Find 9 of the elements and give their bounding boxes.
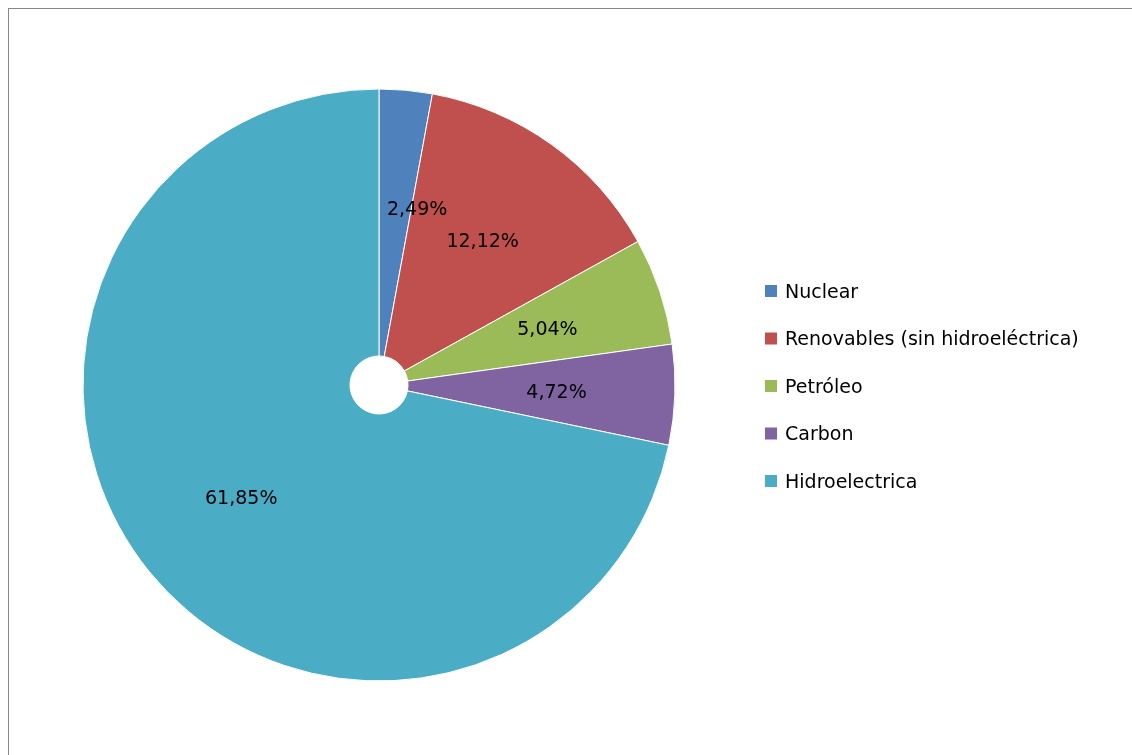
legend-label: Nuclear: [785, 279, 859, 302]
legend-label: Renovables (sin hidroeléctrica): [785, 327, 1079, 350]
legend-label: Carbon: [785, 422, 854, 445]
legend-label: Hidroelectrica: [785, 469, 918, 492]
data-label: 12,12%: [446, 229, 519, 252]
data-label: 61,85%: [204, 485, 278, 508]
data-label: 5,04%: [517, 317, 578, 340]
legend-label: Petróleo: [785, 374, 863, 397]
data-label: 4,72%: [526, 379, 587, 402]
